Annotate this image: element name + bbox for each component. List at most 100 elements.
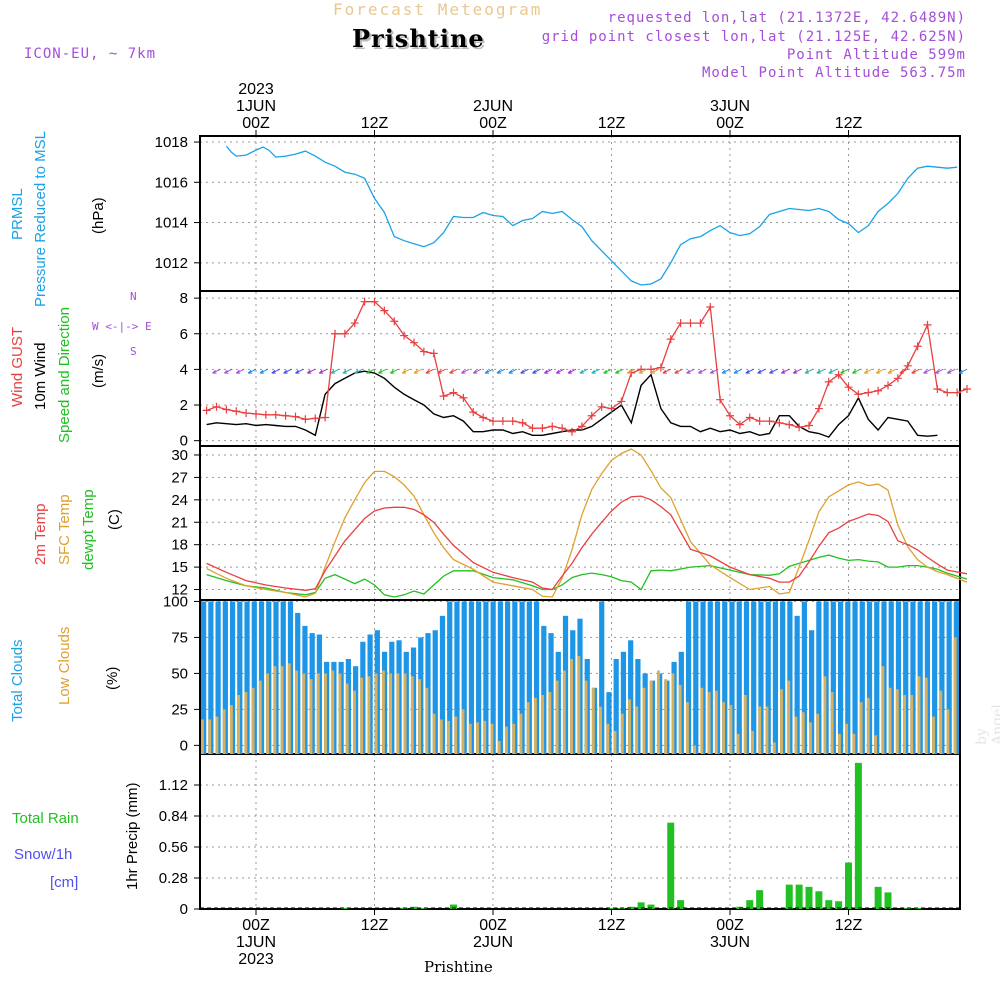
total-cloud-bar [606,692,612,754]
low-cloud-bar [635,706,639,754]
wind-arrow [212,368,221,374]
total-cloud-bar [888,601,894,754]
wind-arrow [330,368,340,374]
precip-bar [854,762,862,909]
y-tick-label: 75 [171,629,188,646]
low-cloud-bar [591,687,595,754]
total-cloud-bar [476,601,482,754]
total-cloud-bar [794,615,800,754]
wind-arrow [354,368,363,374]
total-cloud-bar [830,601,836,754]
wind-arrow [413,368,423,374]
wind-arrow [923,368,932,374]
sfc-temp-line [206,448,968,598]
gust-marker [607,404,616,413]
panel-frame [199,135,961,292]
precip-bar [450,904,457,909]
gust-marker [785,420,794,429]
x-tick-label-top: 00Z [716,115,744,132]
total-cloud-bar [787,601,793,754]
gust-marker [745,413,754,422]
low-cloud-bar [447,720,450,754]
wind-arrow [401,368,411,374]
wind-arrow [306,368,316,374]
low-cloud-bar [418,679,422,754]
wind-arrow [757,368,766,374]
low-cloud-bar [548,692,552,754]
total-cloud-bar [932,601,938,754]
y-tick-label: 27 [171,469,188,486]
wind-arrow [389,368,399,374]
low-cloud-bar [570,659,574,754]
y-tick-label: 4 [180,361,188,378]
wind-arrow [235,368,245,374]
total-cloud-bar [505,601,511,754]
x-tick-label-bottom: 3JUN [710,934,750,951]
low-cloud-bar [258,680,262,754]
wind-arrow [259,368,269,374]
total-cloud-bar [483,601,489,754]
y-tick-label: 1014 [155,215,188,232]
total-cloud-bar [874,601,880,754]
total-cloud-bar [837,601,844,754]
low-cloud-bar [780,689,783,754]
x-tick-label-top: 00Z [479,115,507,132]
y-tick-label: 0 [180,901,188,918]
low-cloud-bar [461,709,465,754]
gust-marker [429,349,438,358]
low-cloud-bar [497,741,501,754]
wind-arrow [911,368,920,374]
total-cloud-bar [903,601,909,754]
gust-marker [696,319,705,328]
low-cloud-bar [823,676,827,754]
low-cloud-bar [425,687,429,754]
gust-marker [311,414,320,423]
total-cloud-bar [432,630,438,754]
low-cloud-bar [381,670,385,754]
total-cloud-bar [599,601,605,754]
gust-marker [805,421,813,430]
total-cloud-bar [772,601,779,754]
x-tick-label-top: 12Z [361,115,389,132]
wind-arrow [946,368,956,374]
gust-marker [953,388,962,397]
total-cloud-bar [685,601,692,754]
gust-marker [726,411,734,420]
wind-arrow [686,368,695,374]
total-cloud-bar [519,601,525,754]
low-cloud-bar [693,745,697,754]
x-tick-label-bottom: 12Z [598,917,626,934]
low-cloud-bar [932,716,935,754]
low-cloud-bar [201,719,204,754]
gust-marker [321,413,330,422]
wind-arrow [460,368,470,374]
low-cloud-bar [302,673,306,754]
compass-south: S [130,345,137,358]
gridpoint-coords: grid point closest lon,lat (21.125E, 42.… [541,29,966,45]
total-cloud-bar [497,601,503,754]
y-tick-label: 1018 [155,134,188,151]
wind-arrow [780,368,790,374]
y-tick-label: 6 [180,326,188,343]
low-cloud-bar [765,706,769,754]
gust-marker [232,407,241,416]
total-cloud-bar [258,601,265,754]
y-tick-label: 21 [171,514,188,531]
x-tick-label-top: 3JUN [710,98,750,115]
low-cloud-bar [620,713,624,754]
total-cloud-bar [229,601,236,754]
low-cloud-bar [324,673,327,754]
y-tick-label: 0.28 [159,870,188,887]
low-cloud-bar [360,677,364,754]
low-cloud-bar [562,670,566,754]
low-cloud-bar [700,687,704,754]
gust-marker [814,404,823,413]
low-cloud-bar [714,690,718,754]
total-cloud-bar [215,601,221,754]
low-cloud-bar [468,723,472,754]
wind-arrow [626,368,636,374]
low-cloud-bar [736,733,740,754]
total-cloud-bar [743,601,750,754]
gust-marker [795,423,804,432]
